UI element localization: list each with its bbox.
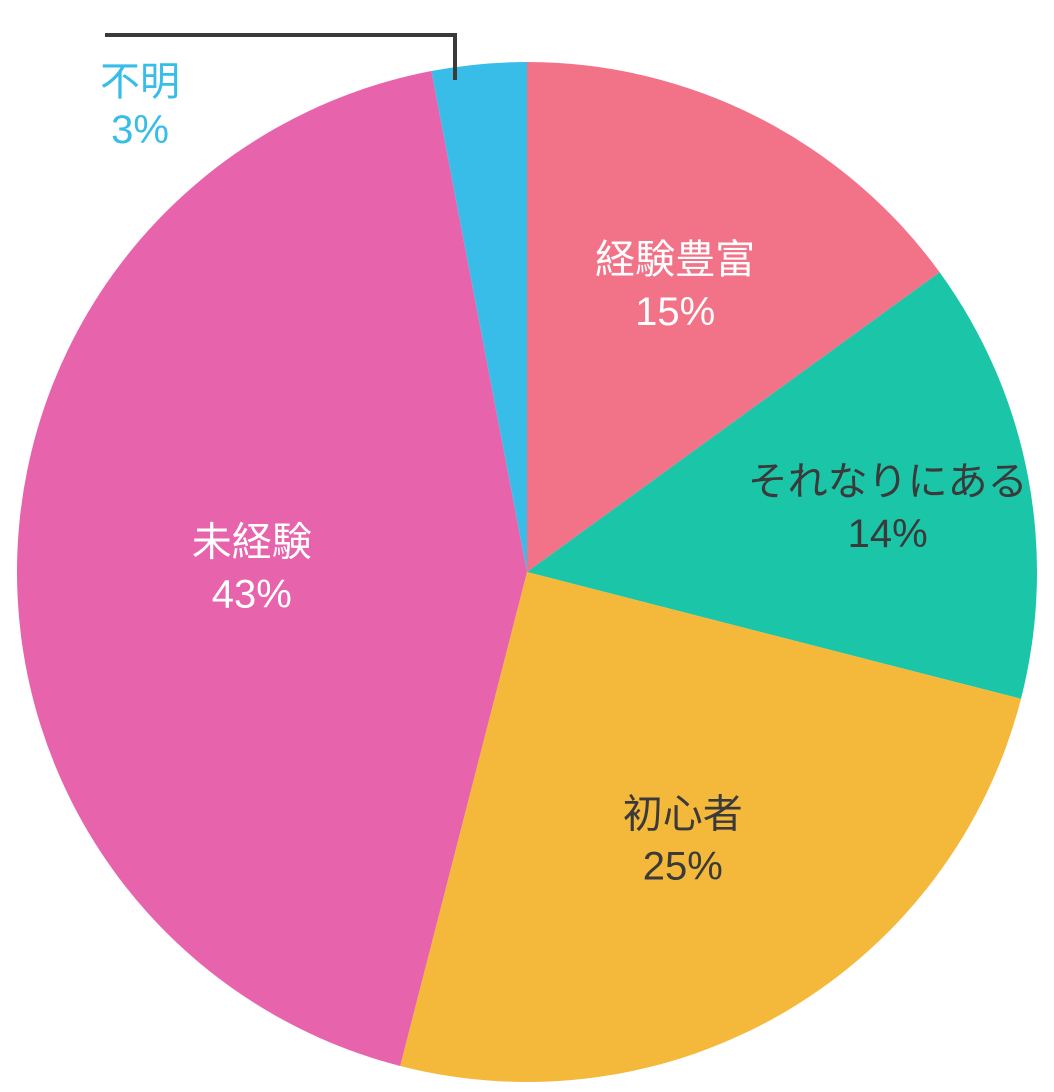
slice-percent: 25%	[643, 844, 723, 888]
slice-percent: 15%	[635, 290, 715, 334]
slice-label: 初心者	[623, 792, 743, 836]
slice-percent: 43%	[212, 572, 292, 616]
slice-percent: 14%	[848, 512, 928, 556]
slice-label: 経験豊富	[595, 238, 755, 282]
slice-percent: 3%	[111, 108, 169, 152]
slice-label: それなりにある	[748, 460, 1028, 504]
pie-chart: 経験豊富 15% それなりにある 14% 初心者 25% 未経験 43% 不明3%	[0, 0, 1054, 1092]
slice-label: 不明	[100, 60, 180, 104]
slice-label: 未経験	[192, 520, 312, 564]
